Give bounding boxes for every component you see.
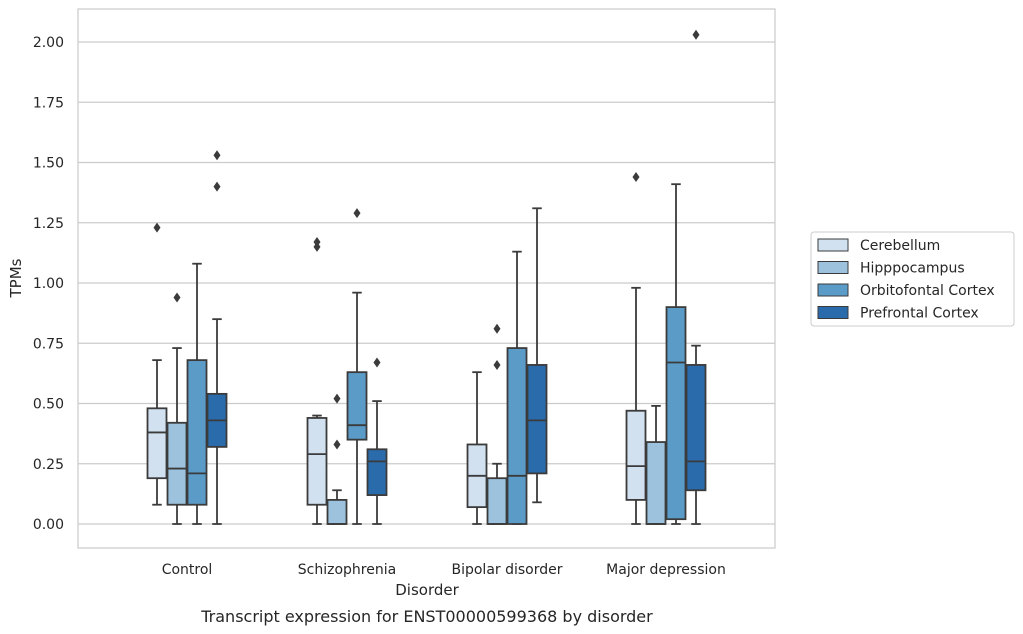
box-iqr [506,347,528,525]
box-group [665,183,687,525]
legend-label: Hipppocampus [860,261,965,277]
y-tick-label: 2.00 [33,35,64,51]
outlier-point [213,181,221,192]
box-iqr [326,498,348,525]
outlier-point [373,357,381,368]
outlier-point [173,292,181,303]
legend-swatch [817,261,849,274]
x-tick-label: Bipolar disorder [451,562,562,578]
y-tick-label: 0.00 [33,517,64,533]
box-iqr [645,441,667,525]
legend-label: Cerebellum [860,238,940,254]
box-iqr [486,477,508,525]
box-group [645,405,667,525]
box-group [526,207,548,504]
box-group [166,292,188,525]
outlier-point [493,323,501,334]
outlier-point [333,393,341,404]
box-iqr [146,407,168,480]
boxes-layer [146,29,707,525]
box-group [206,150,228,525]
legend-swatch [817,306,849,319]
box-group [466,371,488,525]
box-group [486,323,508,525]
legend-swatch [817,283,849,297]
box-iqr [526,364,548,475]
box-group [625,171,647,525]
y-tick-label: 1.00 [33,276,64,292]
box-iqr [186,359,208,506]
box-group [146,222,168,506]
box-group [506,250,528,525]
y-tick-label: 0.25 [33,457,64,473]
box-iqr [166,421,188,506]
box-group [346,208,368,525]
y-tick-labels: 0.00 0.25 0.50 0.75 1.00 1.25 1.50 1.75 2.00 [33,35,64,533]
box-group [306,237,328,525]
y-tick-label: 0.50 [33,397,64,413]
x-axis-label: Disorder [395,581,459,599]
legend-label: Orbitofontal Cortex [860,283,995,299]
outlier-point [313,237,321,248]
figure-caption: Transcript expression for ENST0000059936… [200,607,653,626]
legend: Cerebellum Hipppocampus Orbitofontal Corte… [810,231,1015,327]
plot-frame [77,8,776,549]
box-group [685,29,707,525]
box-iqr [625,409,647,501]
outlier-point [333,439,341,450]
legend-frame [810,231,1015,327]
box-group [366,357,388,525]
box-group [186,262,208,525]
outlier-point [213,150,221,161]
y-tick-label: 0.75 [33,336,64,352]
y-tick-label: 1.25 [33,216,64,232]
legend-label: Prefrontal Cortex [860,306,979,322]
outlier-point [692,29,700,40]
y-tick-label: 1.75 [33,95,64,111]
x-tick-label: Control [162,562,213,578]
y-tick-label: 1.50 [33,156,64,172]
y-axis-label: TPMs [7,258,25,298]
outlier-point [493,359,501,370]
outlier-point [353,208,361,219]
x-tick-labels: Control Schizophrenia Bipolar disorder Majo… [162,562,726,578]
x-tick-label: Major depression [606,562,726,578]
outlier-point [153,222,161,233]
box-iqr [346,371,368,441]
box-iqr [366,448,388,496]
outlier-point [632,171,640,182]
box-group [326,393,348,525]
box-iqr [306,417,328,506]
box-iqr [665,306,687,521]
box-iqr [685,364,707,492]
legend-swatch [817,238,849,252]
x-tick-label: Schizophrenia [298,562,396,578]
